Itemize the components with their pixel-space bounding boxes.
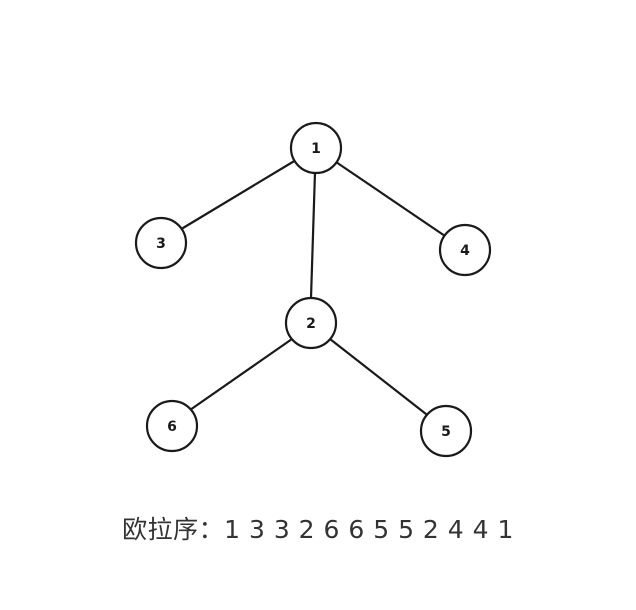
caption-sequence: 1 3 3 2 6 6 5 5 2 4 4 1	[224, 515, 514, 544]
node-2-label: 2	[306, 316, 316, 332]
caption-separator: ：	[198, 515, 225, 544]
node-6: 6	[145, 399, 199, 453]
node-1-label: 1	[311, 141, 321, 157]
node-6-label: 6	[167, 419, 177, 435]
euler-tour-caption: 欧拉序：1 3 3 2 6 6 5 5 2 4 4 1	[0, 510, 636, 546]
node-5-label: 5	[441, 424, 451, 440]
node-3: 3	[134, 216, 188, 270]
node-2: 2	[284, 296, 338, 350]
edge-1-3	[181, 158, 298, 230]
edge-1-2	[309, 170, 317, 300]
edge-1-4	[334, 160, 447, 238]
node-1: 1	[289, 121, 343, 175]
edge-2-5	[328, 337, 428, 416]
node-3-label: 3	[156, 236, 166, 252]
caption-label: 欧拉序	[122, 515, 199, 544]
node-5: 5	[419, 404, 473, 458]
node-4-label: 4	[460, 243, 470, 259]
edge-2-6	[188, 337, 294, 412]
node-4: 4	[438, 223, 492, 277]
